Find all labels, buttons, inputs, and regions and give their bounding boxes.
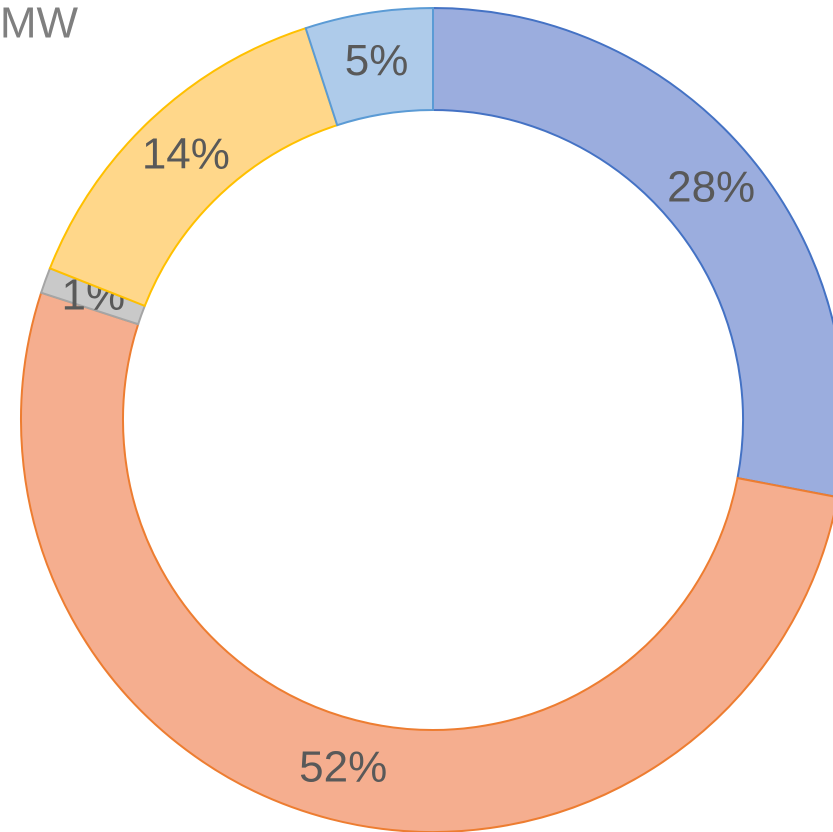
data-label: 5% [345,36,409,85]
chart-title: MW [0,0,78,48]
data-label: 52% [299,742,387,791]
donut-segment [20,291,833,832]
data-label: 28% [667,163,755,212]
donut-segment [432,6,833,498]
donut-segment [304,6,434,127]
data-label: 14% [142,129,230,178]
